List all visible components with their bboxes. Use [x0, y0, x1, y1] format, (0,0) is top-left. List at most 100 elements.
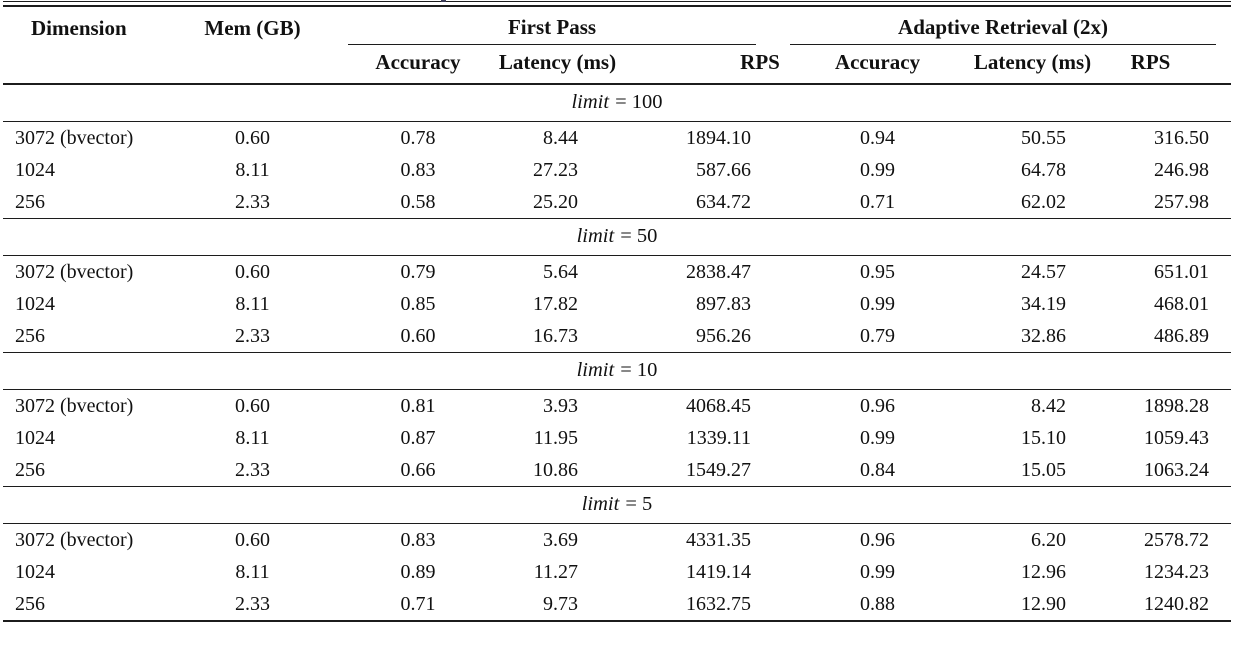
cell-ar-accuracy: 0.95: [860, 260, 896, 283]
cell-ar-accuracy: 0.88: [860, 592, 896, 615]
cell-fp-accuracy: 0.83: [400, 158, 436, 181]
limit-variable: limit: [571, 91, 610, 114]
cell-mem: 0.60: [235, 260, 270, 283]
limit-variable: limit: [581, 493, 620, 516]
cell-ar-accuracy: 0.94: [860, 126, 896, 149]
cell-mem: 8.11: [235, 292, 270, 315]
cell-mem: 0.60: [235, 126, 270, 149]
cell-fp-latency: 17.82: [533, 292, 578, 315]
cell-ar-accuracy: 0.79: [860, 324, 896, 347]
cell-mem: 8.11: [235, 560, 270, 583]
cell-fp-rps: 634.72: [696, 190, 752, 213]
cell-dimension: 1024: [15, 292, 55, 315]
cell-fp-latency: 11.27: [533, 560, 578, 583]
cell-fp-accuracy: 0.78: [400, 126, 436, 149]
cell-ar-rps: 2578.72: [1144, 528, 1210, 551]
cell-ar-rps: 1898.28: [1144, 394, 1210, 417]
section-limit-50: limit = 50 3072 (bvector) 0.60 0.79 5.64 …: [3, 218, 1232, 353]
column-header-fp-latency: Latency (ms): [465, 45, 650, 86]
cell-mem: 2.33: [235, 190, 270, 213]
cell-fp-accuracy: 0.60: [400, 324, 436, 347]
cell-mem: 2.33: [235, 324, 270, 347]
section-header-row: limit = 100: [3, 83, 1232, 123]
table-row: 256 2.33 0.71 9.73 1632.75 0.88 12.90 12…: [3, 588, 1231, 621]
cell-fp-rps: 4331.35: [686, 528, 752, 551]
column-header-fp-accuracy: Accuracy: [343, 45, 493, 86]
cell-dimension: 256: [15, 324, 45, 347]
table-row: 1024 8.11 0.83 27.23 587.66 0.99 64.78 2…: [3, 154, 1231, 186]
cell-ar-accuracy: 0.71: [860, 190, 896, 213]
cell-fp-accuracy: 0.71: [400, 592, 436, 615]
table-top-rule-outer: [3, 1, 1231, 3]
section-limit-5: limit = 5 3072 (bvector) 0.60 0.83 3.69 4…: [3, 486, 1232, 622]
cell-dimension: 256: [15, 458, 45, 481]
cell-ar-latency: 12.96: [1021, 560, 1067, 583]
cell-fp-rps: 2838.47: [686, 260, 752, 283]
table-row: 256 2.33 0.66 10.86 1549.27 0.84 15.05 1…: [3, 454, 1231, 487]
cell-dimension: 3072 (bvector): [15, 260, 134, 283]
cell-fp-accuracy: 0.83: [400, 528, 436, 551]
section-label: limit = 100: [3, 83, 1232, 123]
cell-fp-rps: 897.83: [696, 292, 752, 315]
cell-fp-accuracy: 0.87: [400, 426, 436, 449]
cell-ar-latency: 6.20: [1031, 528, 1067, 551]
cell-ar-rps: 651.01: [1154, 260, 1210, 283]
cell-fp-rps: 956.26: [696, 324, 752, 347]
cell-fp-rps: 1632.75: [686, 592, 752, 615]
table-row: 3072 (bvector) 0.60 0.78 8.44 1894.10 0.…: [3, 122, 1231, 155]
limit-variable: limit: [576, 225, 615, 248]
cell-ar-accuracy: 0.84: [860, 458, 896, 481]
table-top-rule-inner: [3, 4, 1231, 8]
table-row: 1024 8.11 0.85 17.82 897.83 0.99 34.19 4…: [3, 288, 1231, 320]
table-row: 3072 (bvector) 0.60 0.81 3.93 4068.45 0.…: [3, 390, 1231, 423]
section-header-row: limit = 50: [3, 218, 1232, 257]
table-row: 3072 (bvector) 0.60 0.83 3.69 4331.35 0.…: [3, 524, 1231, 557]
cell-ar-latency: 62.02: [1021, 190, 1067, 213]
cell-fp-accuracy: 0.81: [400, 394, 436, 417]
cell-fp-rps: 587.66: [696, 158, 752, 181]
cell-mem: 8.11: [235, 158, 270, 181]
cell-fp-latency: 9.73: [543, 592, 578, 615]
cell-fp-latency: 27.23: [533, 158, 578, 181]
cell-fp-accuracy: 0.89: [400, 560, 436, 583]
cell-fp-rps: 4068.45: [686, 394, 752, 417]
cell-fp-rps: 1549.27: [686, 458, 752, 481]
benchmark-results-table: Dimension Mem (GB) First Pass Adaptive R…: [3, 7, 1232, 623]
cell-ar-rps: 468.01: [1154, 292, 1210, 315]
cell-fp-latency: 11.95: [533, 426, 578, 449]
cell-mem: 0.60: [235, 528, 270, 551]
limit-value: = 50: [620, 225, 658, 248]
cell-ar-rps: 486.89: [1154, 324, 1210, 347]
cell-fp-latency: 5.64: [543, 260, 578, 283]
table-row: 1024 8.11 0.87 11.95 1339.11 0.99 15.10 …: [3, 422, 1231, 454]
cell-dimension: 3072 (bvector): [15, 528, 134, 551]
column-header-fp-rps: RPS: [705, 45, 816, 86]
cell-ar-accuracy: 0.99: [860, 292, 896, 315]
limit-variable: limit: [576, 359, 615, 382]
cell-fp-latency: 3.69: [543, 528, 578, 551]
cell-ar-rps: 246.98: [1154, 158, 1210, 181]
cell-fp-latency: 25.20: [533, 190, 578, 213]
cell-fp-rps: 1894.10: [686, 126, 752, 149]
cell-ar-latency: 34.19: [1021, 292, 1067, 315]
table-row: 256 2.33 0.60 16.73 956.26 0.79 32.86 48…: [3, 320, 1231, 353]
column-group-first-pass: First Pass: [315, 7, 760, 46]
cell-mem: 8.11: [235, 426, 270, 449]
cell-dimension: 3072 (bvector): [15, 126, 134, 149]
cell-ar-latency: 32.86: [1021, 324, 1067, 347]
cell-ar-latency: 64.78: [1021, 158, 1067, 181]
cell-fp-latency: 8.44: [543, 126, 578, 149]
cell-fp-accuracy: 0.66: [400, 458, 436, 481]
column-group-adaptive-retrieval: Adaptive Retrieval (2x): [760, 7, 1231, 46]
cell-ar-accuracy: 0.99: [860, 426, 896, 449]
cell-ar-rps: 1234.23: [1144, 560, 1210, 583]
cell-ar-accuracy: 0.96: [860, 394, 896, 417]
section-label: limit = 5: [3, 486, 1232, 525]
cell-ar-accuracy: 0.99: [860, 560, 896, 583]
section-limit-10: limit = 10 3072 (bvector) 0.60 0.81 3.93 …: [3, 352, 1232, 487]
column-header-ar-accuracy: Accuracy: [800, 45, 956, 86]
section-header-row: limit = 5: [3, 486, 1232, 525]
section-header-row: limit = 10: [3, 352, 1232, 391]
cell-mem: 2.33: [235, 458, 270, 481]
cell-ar-latency: 15.05: [1021, 458, 1067, 481]
